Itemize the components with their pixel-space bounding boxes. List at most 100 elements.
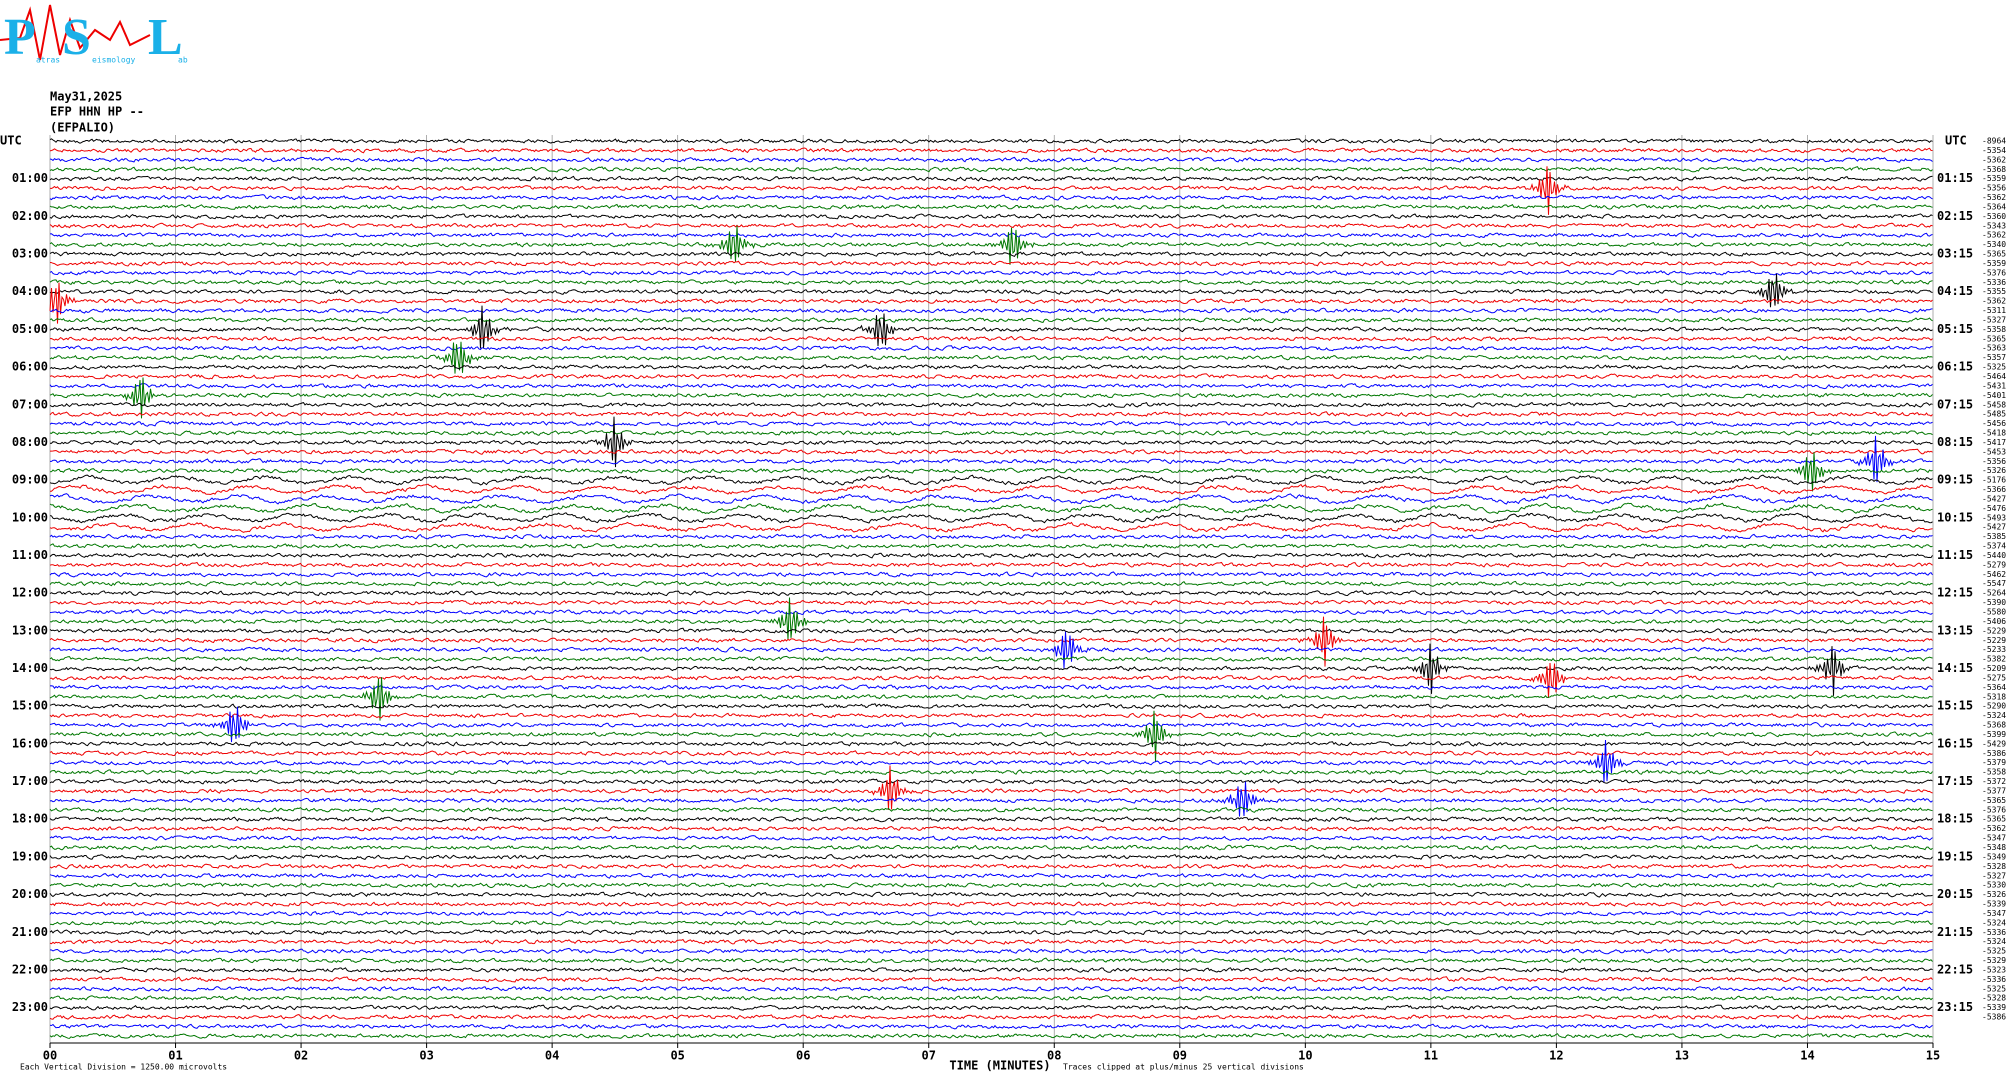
trace — [49, 863, 1933, 870]
x-tick-label: 13 — [1675, 1049, 1689, 1063]
scale-note: Each Vertical Division = 1250.00 microvo… — [20, 1063, 227, 1072]
trace — [49, 947, 1933, 955]
hour-label: 19:15 — [1937, 849, 1973, 863]
trace — [49, 599, 1933, 606]
trace — [49, 806, 1933, 813]
hour-label: 01:00 — [12, 171, 48, 185]
offset-label: -5458 — [1982, 400, 2006, 409]
offset-label: -5365 — [1982, 796, 2006, 805]
hour-label: 23:00 — [12, 1000, 48, 1014]
hour-label: 09:15 — [1937, 473, 1973, 487]
offset-label: -5390 — [1982, 598, 2006, 607]
offset-label: -5318 — [1982, 692, 2006, 701]
trace — [49, 1032, 1933, 1039]
hour-label: 11:00 — [12, 548, 48, 562]
trace — [49, 712, 1933, 719]
trace — [49, 910, 1933, 917]
hour-label: 21:00 — [12, 925, 48, 939]
trace — [49, 597, 1933, 640]
trace — [49, 232, 1933, 239]
trace — [49, 684, 1933, 691]
offset-label: -5476 — [1982, 504, 2006, 513]
hour-label: 04:15 — [1937, 284, 1973, 298]
offset-label: -5229 — [1982, 636, 2006, 645]
trace — [49, 835, 1933, 842]
offset-label: -5362 — [1982, 297, 2006, 306]
trace — [49, 345, 1933, 352]
offset-label: -5376 — [1982, 268, 2006, 277]
trace — [49, 590, 1933, 597]
logo-word: eismology — [92, 56, 136, 65]
logo-bg — [0, 0, 200, 72]
trace — [49, 502, 1933, 515]
offset-label: -5233 — [1982, 645, 2006, 654]
trace — [49, 166, 1933, 215]
trace — [49, 882, 1933, 889]
trace — [49, 430, 1933, 436]
trace — [49, 929, 1933, 936]
trace — [49, 203, 1933, 211]
offset-label: -5357 — [1982, 353, 2006, 362]
trace — [49, 512, 1933, 524]
trace — [50, 448, 1933, 455]
offset-label: -5327 — [1982, 315, 2006, 324]
trace — [49, 194, 1933, 201]
logo-letter: S — [62, 9, 91, 66]
trace — [49, 1023, 1933, 1030]
offset-label: -5326 — [1982, 466, 2006, 475]
trace — [49, 377, 1933, 419]
trace — [49, 543, 1933, 550]
hour-label: 13:15 — [1937, 623, 1973, 637]
hour-label: 15:15 — [1937, 699, 1973, 713]
hour-label: 14:15 — [1937, 661, 1973, 675]
x-tick-label: 03 — [419, 1049, 433, 1063]
trace — [49, 282, 1933, 324]
trace — [50, 435, 1933, 483]
offset-label: -5325 — [1982, 363, 2006, 372]
offset-label: -5336 — [1982, 928, 2006, 937]
trace — [49, 166, 1933, 173]
trace — [49, 781, 1933, 817]
trace — [49, 561, 1933, 568]
offset-label: -5372 — [1982, 777, 2006, 786]
x-tick-label: 04 — [545, 1049, 559, 1063]
hour-label: 08:00 — [12, 435, 48, 449]
x-tick-label: 15 — [1926, 1049, 1940, 1063]
offset-label: -5279 — [1982, 560, 2006, 569]
offset-label: -5377 — [1982, 786, 2006, 795]
trace — [49, 335, 1933, 342]
offset-label: -8964 — [1982, 137, 2006, 146]
trace — [49, 891, 1933, 898]
offset-label: -5376 — [1982, 805, 2006, 814]
location: (EFPALIO) — [50, 121, 115, 135]
trace — [49, 710, 1933, 762]
trace — [49, 364, 1933, 371]
trace — [49, 401, 1933, 408]
offset-label: -5290 — [1982, 702, 2006, 711]
trace — [49, 627, 1933, 634]
hour-label: 17:00 — [12, 774, 48, 788]
trace — [49, 1004, 1933, 1011]
trace — [49, 147, 1933, 154]
x-tick-label: 10 — [1298, 1049, 1312, 1063]
offset-label: -5339 — [1982, 900, 2006, 909]
trace — [49, 222, 1933, 229]
offset-label: -5340 — [1982, 240, 2006, 249]
offset-label: -5368 — [1982, 165, 2006, 174]
x-tick-label: 14 — [1800, 1049, 1814, 1063]
grid — [49, 135, 1934, 1048]
x-tick-label: 05 — [670, 1049, 684, 1063]
offset-label: -5275 — [1982, 673, 2006, 682]
x-tick-label: 01 — [168, 1049, 182, 1063]
offset-label: -5363 — [1982, 344, 2006, 353]
hour-label: 15:00 — [12, 699, 48, 713]
offset-label: -5328 — [1982, 862, 2006, 871]
offset-label: -5358 — [1982, 768, 2006, 777]
traces — [49, 138, 1933, 1039]
hour-label: 16:00 — [12, 736, 48, 750]
trace — [49, 957, 1933, 964]
hour-label: 03:15 — [1937, 247, 1973, 261]
trace — [49, 703, 1933, 710]
date: May31,2025 — [50, 90, 122, 104]
